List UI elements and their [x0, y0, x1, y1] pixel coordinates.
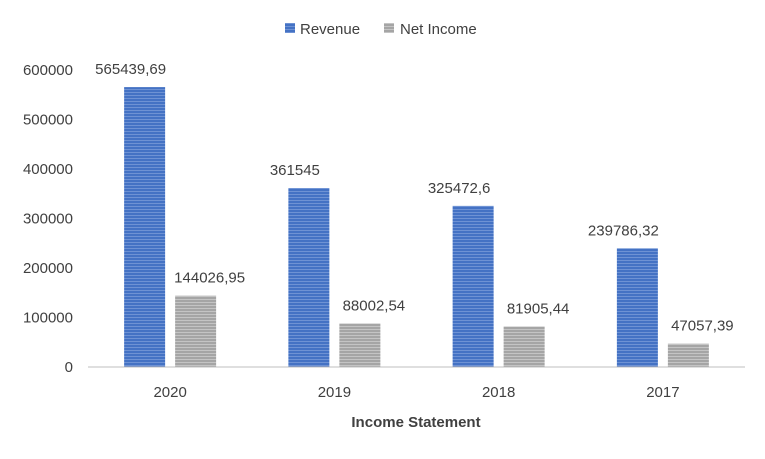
y-tick-label: 400000: [23, 161, 73, 178]
x-tick-label-2019: 2019: [318, 384, 351, 401]
data-label-net-income-2018: 81905,44: [507, 300, 570, 317]
y-tick-label: 600000: [23, 62, 73, 79]
legend-swatch-revenue: [285, 23, 295, 33]
y-tick-label: 0: [65, 359, 73, 376]
bar-revenue-2018: [452, 205, 494, 367]
y-tick-label: 200000: [23, 260, 73, 277]
bar-net-income-2017: [667, 343, 709, 367]
x-tick-label-2017: 2017: [646, 384, 679, 401]
data-label-revenue-2019: 361545: [270, 162, 320, 179]
y-tick-label: 300000: [23, 211, 73, 228]
y-axis-tick-labels: 0 100000 200000 300000 400000 500000 600000: [23, 62, 73, 376]
bar-net-income-2019: [339, 323, 381, 367]
legend-label-revenue: Revenue: [300, 21, 360, 38]
y-tick-label: 500000: [23, 112, 73, 129]
bar-revenue-2020: [124, 87, 166, 367]
legend-swatch-net-income: [384, 23, 394, 33]
y-tick-label: 100000: [23, 310, 73, 327]
legend-label-net-income: Net Income: [400, 21, 477, 38]
bars: [124, 87, 709, 367]
legend: Revenue Net Income: [285, 21, 477, 38]
bar-net-income-2020: [175, 295, 217, 367]
data-label-revenue-2017: 239786,32: [588, 222, 659, 239]
bar-net-income-2018: [503, 326, 545, 367]
data-label-net-income-2020: 144026,95: [174, 270, 245, 287]
x-axis-tick-labels: 2020 2019 2018 2017: [153, 384, 679, 401]
data-labels: 565439,69 144026,95 361545 88002,54 325472,6…: [95, 61, 733, 335]
data-label-revenue-2018: 325472,6: [428, 180, 491, 197]
data-label-net-income-2017: 47057,39: [671, 318, 734, 335]
bar-revenue-2017: [616, 248, 658, 367]
data-label-net-income-2019: 88002,54: [343, 297, 406, 314]
x-tick-label-2018: 2018: [482, 384, 515, 401]
bar-revenue-2019: [288, 188, 330, 367]
x-tick-label-2020: 2020: [153, 384, 186, 401]
x-axis-title: Income Statement: [351, 414, 480, 431]
data-label-revenue-2020: 565439,69: [95, 61, 166, 78]
